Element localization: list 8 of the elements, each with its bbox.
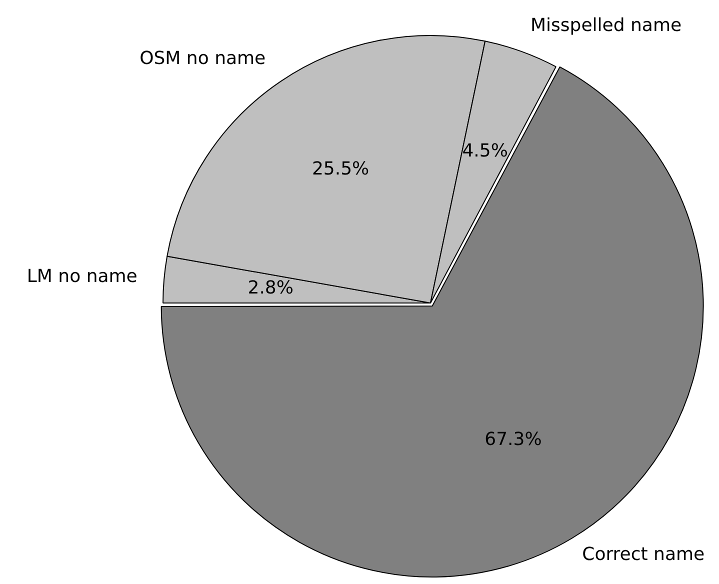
slice-label: LM no name (26, 266, 138, 287)
data-label: 67.3% (484, 429, 542, 450)
data-label: 4.5% (462, 140, 508, 162)
slice-label: Misspelled name (530, 14, 682, 36)
slice-label: OSM no name (140, 48, 266, 69)
data-label: 2.8% (248, 278, 294, 299)
slice-label: Correct name (582, 544, 705, 565)
data-label: 25.5% (312, 158, 370, 180)
